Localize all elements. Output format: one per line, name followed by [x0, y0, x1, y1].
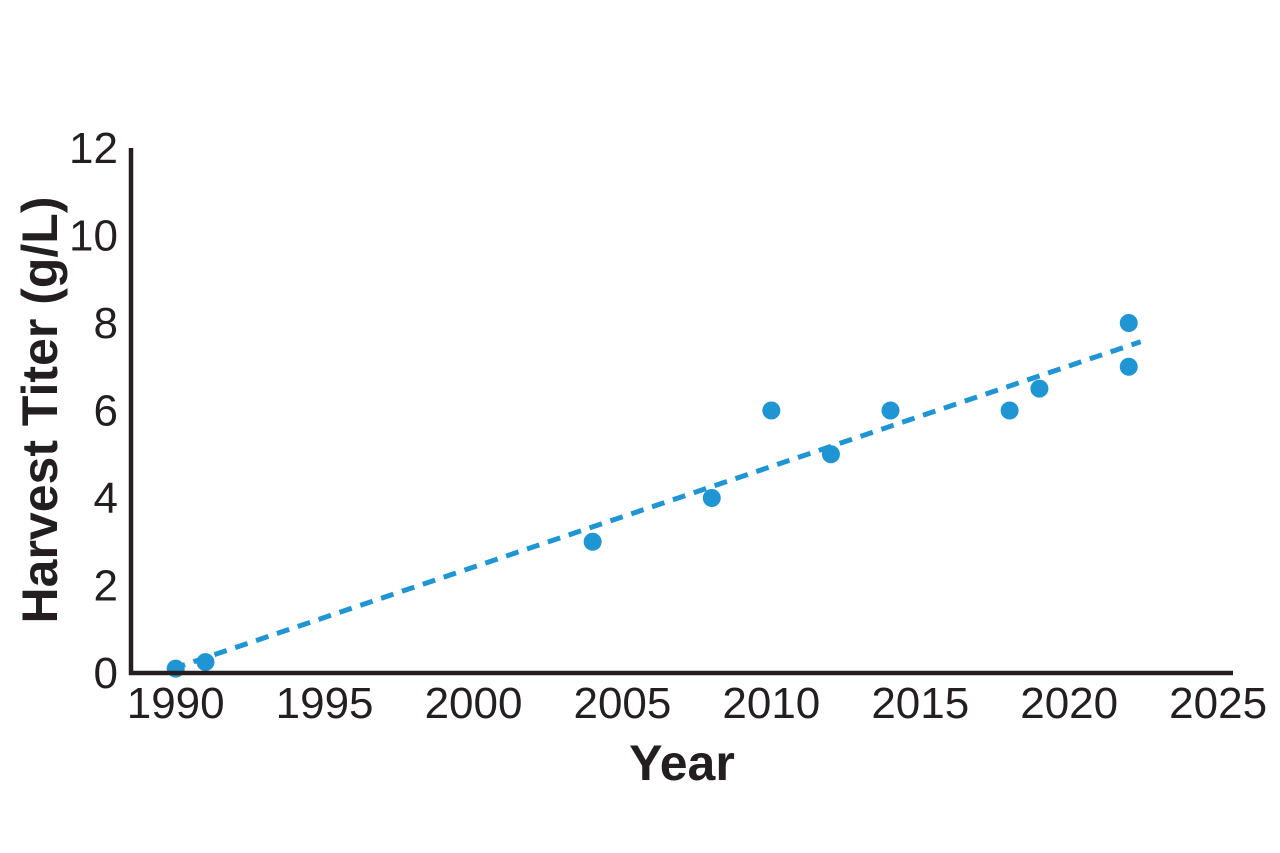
x-tick-label: 2000: [425, 679, 523, 728]
data-point: [821, 445, 840, 464]
x-tick-label: 2020: [1020, 679, 1118, 728]
y-axis-title: Harvest Titer (g/L): [12, 197, 68, 624]
y-tick-label: 2: [94, 562, 118, 611]
x-axis-title: Year: [629, 735, 735, 791]
data-point: [762, 401, 781, 420]
data-point: [1119, 357, 1138, 376]
data-point: [1119, 314, 1138, 332]
trendline: [171, 339, 1142, 672]
y-tick-label: 6: [94, 387, 118, 436]
y-tick-label: 8: [94, 299, 118, 348]
x-tick-label: 2015: [871, 679, 969, 728]
x-tick-label: 2005: [573, 679, 671, 728]
data-point: [881, 401, 900, 420]
data-point: [196, 653, 215, 672]
x-tick-label: 1995: [276, 679, 374, 728]
x-tick-label: 2025: [1169, 679, 1267, 728]
data-point: [1000, 401, 1019, 420]
y-tick-label: 4: [94, 474, 118, 523]
y-tick-label: 12: [69, 124, 118, 173]
y-tick-label: 10: [69, 212, 118, 261]
data-point: [583, 532, 602, 551]
axis-spines: [128, 148, 1233, 676]
x-tick-label: 1990: [127, 679, 225, 728]
data-point: [702, 489, 721, 507]
y-tick-label: 0: [94, 649, 118, 698]
data-point: [1030, 379, 1049, 398]
x-tick-label: 2010: [722, 679, 820, 728]
